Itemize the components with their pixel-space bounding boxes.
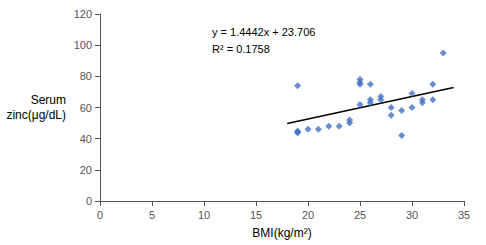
svg-text:R² = 0.1758: R² = 0.1758 <box>212 43 270 55</box>
svg-text:Serum: Serum <box>31 93 66 107</box>
svg-text:20: 20 <box>80 164 92 176</box>
svg-text:zinc(μg/dL): zinc(μg/dL) <box>6 108 66 122</box>
svg-text:BMI(kg/m²): BMI(kg/m²) <box>252 226 311 240</box>
svg-text:5: 5 <box>149 209 155 221</box>
svg-text:0: 0 <box>86 195 92 207</box>
svg-text:35: 35 <box>458 209 470 221</box>
svg-text:25: 25 <box>354 209 366 221</box>
svg-text:y = 1.4442x + 23.706: y = 1.4442x + 23.706 <box>212 26 315 38</box>
svg-text:80: 80 <box>80 70 92 82</box>
svg-text:100: 100 <box>74 39 92 51</box>
svg-text:15: 15 <box>250 209 262 221</box>
svg-text:0: 0 <box>97 209 103 221</box>
svg-text:20: 20 <box>302 209 314 221</box>
svg-text:40: 40 <box>80 133 92 145</box>
svg-text:60: 60 <box>80 102 92 114</box>
svg-text:30: 30 <box>406 209 418 221</box>
svg-text:120: 120 <box>74 8 92 20</box>
svg-text:10: 10 <box>198 209 210 221</box>
